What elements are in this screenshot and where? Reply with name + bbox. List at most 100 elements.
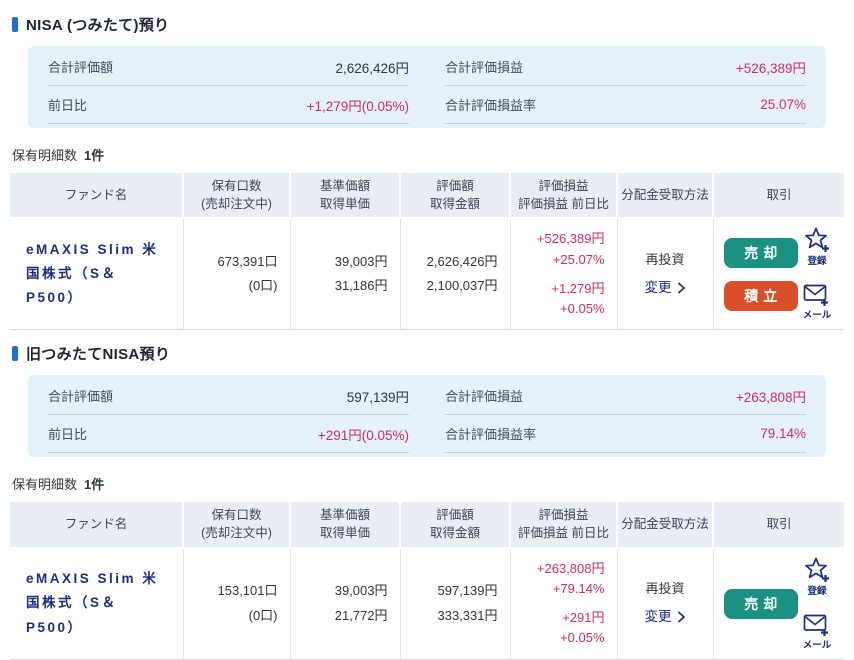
mail-label: メール	[802, 310, 832, 322]
section-bullet-bar	[12, 346, 18, 362]
sell-button[interactable]: 売却	[723, 237, 798, 268]
summary-left-column: 合計評価額 597,139円 前日比 +291円(0.05%)	[48, 377, 409, 454]
col-header-value: 評価額 取得金額	[399, 502, 510, 549]
fund-name-link[interactable]: eMAXIS Slim 米国株式（S＆P500）	[26, 241, 159, 306]
fund-row: eMAXIS Slim 米国株式（S＆P500） 673,391口 (0口) 3…	[10, 218, 844, 331]
total-pl-value: +263,808円	[735, 389, 806, 405]
holdings-count-value: 1件	[84, 477, 105, 493]
day-change-value: +291円(0.05%)	[317, 427, 409, 443]
holdings-table: ファンド名 保有口数 (売却注文中) 基準価額 取得単価 評価額 取得金額 評価損益評…	[10, 173, 844, 331]
pl-cell: +526,389円 +25.07% +1,279円 +0.05%	[509, 218, 617, 331]
total-value: 2,626,426円	[335, 60, 409, 76]
units-pending: (0口)	[248, 607, 278, 623]
nav-cell: 39,003円 21,772円	[289, 547, 400, 660]
col-header-pl: 評価損益 評価損益 前日比	[509, 502, 617, 549]
total-pl-rate-row: 合計評価損益率 79.14%	[445, 415, 806, 454]
total-value-label: 合計評価額	[48, 60, 114, 75]
nav-cell: 39,003円 31,186円	[289, 218, 400, 331]
table-header-row: ファンド名 保有口数 (売却注文中) 基準価額 取得単価 評価額 取得金額 評価損益評…	[10, 173, 844, 220]
col-header-pl: 評価損益 評価損益 前日比	[509, 173, 617, 220]
market-value: 597,139円	[437, 582, 498, 598]
total-value-row: 合計評価額 2,626,426円	[48, 48, 409, 86]
col-header-units: 保有口数 (売却注文中)	[182, 502, 290, 549]
chevron-right-icon	[677, 611, 685, 623]
summary-right-column: 合計評価損益 +263,808円 合計評価損益率 79.14%	[445, 377, 806, 454]
sell-button[interactable]: 売却	[723, 588, 798, 619]
total-value: 597,139円	[346, 389, 409, 405]
pl-day-rate: +0.05%	[560, 630, 605, 646]
col-header-fund: ファンド名	[10, 502, 183, 549]
section-header: NISA (つみたて)預り	[12, 14, 844, 35]
pl-day: +1,279円	[551, 280, 605, 296]
col-header-units: 保有口数 (売却注文中)	[182, 173, 290, 220]
distribution-change-link[interactable]: 変更	[645, 606, 686, 628]
fund-name-cell: eMAXIS Slim 米国株式（S＆P500）	[10, 547, 183, 660]
nav-price: 39,003円	[334, 253, 388, 269]
mail-label: メール	[802, 639, 832, 651]
day-change-label: 前日比	[48, 427, 88, 443]
total-pl-label: 合計評価損益	[445, 389, 524, 405]
pl-total: +263,808円	[536, 560, 605, 576]
register-label: 登録	[807, 256, 827, 268]
favorite-register-button[interactable]: 登録	[804, 557, 831, 597]
units-held: 153,101口	[217, 582, 278, 598]
units-held: 673,391口	[217, 253, 278, 269]
total-pl-rate-label: 合計評価損益率	[445, 427, 537, 443]
col-header-nav: 基準価額 取得単価	[289, 502, 400, 549]
tsumitate-button[interactable]: 積立	[723, 280, 798, 311]
pl-rate: +79.14%	[552, 580, 605, 596]
day-change-row: 前日比 +1,279円(0.05%)	[48, 86, 409, 124]
mail-alert-button[interactable]: メール	[802, 611, 832, 651]
day-change-label: 前日比	[48, 98, 88, 113]
col-header-distribution: 分配金受取方法	[616, 502, 713, 549]
fund-name-link[interactable]: eMAXIS Slim 米国株式（S＆P500）	[26, 571, 159, 635]
trade-cell: 売却 登録	[712, 547, 844, 660]
star-plus-icon	[804, 557, 829, 582]
section-title: 旧つみたてNISA預り	[26, 346, 171, 364]
star-plus-icon	[804, 227, 829, 253]
total-pl-rate-value: 25.07%	[760, 97, 806, 112]
chevron-right-icon	[677, 282, 685, 293]
holdings-count-value: 1件	[84, 148, 105, 163]
pl-cell: +263,808円 +79.14% +291円 +0.05%	[509, 547, 617, 660]
col-header-trade: 取引	[712, 502, 844, 549]
pl-day-rate: +0.05%	[560, 300, 605, 316]
distribution-method: 再投資	[645, 251, 685, 267]
units-pending: (0口)	[248, 278, 278, 294]
mail-plus-icon	[804, 614, 829, 636]
section-old-tsumitate-nisa: 旧つみたてNISA預り 合計評価額 597,139円 前日比 +291円(0.0…	[10, 343, 844, 660]
col-header-fund: ファンド名	[10, 173, 183, 220]
units-cell: 153,101口 (0口)	[182, 547, 290, 660]
mail-alert-button[interactable]: メール	[802, 281, 832, 322]
register-label: 登録	[807, 585, 827, 597]
holdings-table: ファンド名 保有口数 (売却注文中) 基準価額 取得単価 評価額 取得金額 評価損益評…	[10, 502, 844, 660]
holdings-count-label: 保有明細数	[12, 148, 78, 163]
summary-box: 合計評価額 2,626,426円 前日比 +1,279円(0.05%) 合計評価…	[28, 46, 826, 128]
total-pl-rate-row: 合計評価損益率 25.07%	[445, 86, 806, 124]
total-value-label: 合計評価額	[48, 389, 114, 405]
distribution-cell: 再投資 変更	[616, 547, 713, 660]
pl-day: +291円	[562, 610, 605, 625]
value-cell: 597,139円 333,331円	[399, 547, 510, 660]
mail-plus-icon	[804, 284, 829, 307]
fund-name-cell: eMAXIS Slim 米国株式（S＆P500）	[10, 218, 183, 331]
section-bullet-bar	[12, 17, 18, 32]
pl-rate: +25.07%	[552, 251, 605, 267]
distribution-method: 再投資	[645, 581, 685, 597]
summary-box: 合計評価額 597,139円 前日比 +291円(0.05%) 合計評価損益 +…	[28, 375, 826, 458]
holdings-count-label: 保有明細数	[12, 477, 78, 493]
section-title: NISA (つみたて)預り	[26, 17, 170, 34]
summary-left-column: 合計評価額 2,626,426円 前日比 +1,279円(0.05%)	[48, 48, 409, 124]
col-header-nav: 基準価額 取得単価	[289, 173, 400, 220]
favorite-register-button[interactable]: 登録	[804, 227, 831, 267]
distribution-change-link[interactable]: 変更	[645, 277, 686, 299]
col-header-value: 評価額 取得金額	[399, 173, 510, 220]
total-pl-row: 合計評価損益 +263,808円	[445, 377, 806, 416]
day-change-row: 前日比 +291円(0.05%)	[48, 415, 409, 454]
section-nisa-tsumitate: NISA (つみたて)預り 合計評価額 2,626,426円 前日比 +1,27…	[10, 14, 844, 331]
cost-total: 2,100,037円	[426, 278, 498, 294]
trade-cell: 売却 積立 登録	[712, 218, 844, 331]
distribution-cell: 再投資 変更	[616, 218, 713, 331]
table-header-row: ファンド名 保有口数 (売却注文中) 基準価額 取得単価 評価額 取得金額 評価損益評…	[10, 502, 844, 549]
holdings-count-line: 保有明細数 1件	[12, 145, 844, 164]
